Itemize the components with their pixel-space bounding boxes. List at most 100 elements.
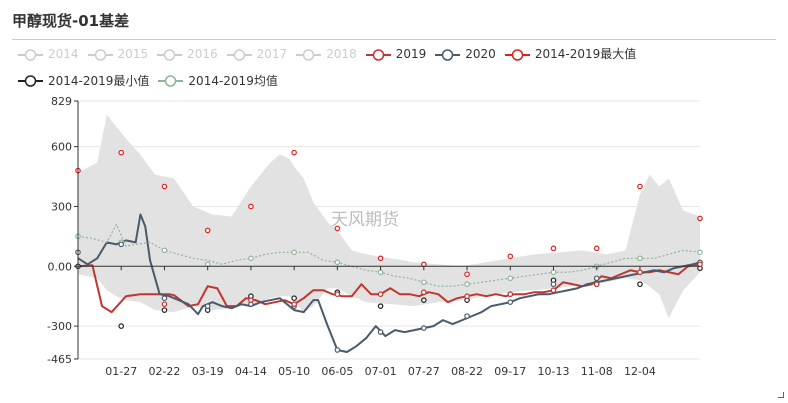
y-tick-label-4: -300 xyxy=(47,320,72,333)
marker-2-7 xyxy=(377,269,384,276)
marker-1-13 xyxy=(637,281,643,288)
legend-item-6[interactable]: 2020 xyxy=(435,43,496,66)
marker-0-10 xyxy=(507,253,514,260)
marker-4-7 xyxy=(507,291,514,298)
x-tick-label-4: 05-10 xyxy=(278,365,310,378)
series-line-1 xyxy=(77,213,701,354)
legend-symbol-icon xyxy=(18,48,43,61)
marker-4-3 xyxy=(334,291,341,298)
legend-symbol-icon xyxy=(504,48,530,61)
legend-item-0[interactable]: 2014 xyxy=(18,43,79,66)
marker-3-7 xyxy=(377,329,384,335)
marker-2-2 xyxy=(161,247,168,254)
marker-0-9 xyxy=(464,271,470,278)
marker-2-5 xyxy=(291,249,297,256)
legend-item-1[interactable]: 2015 xyxy=(87,43,149,66)
marker-2-4 xyxy=(248,255,254,262)
marker-3-6 xyxy=(334,347,341,353)
marker-0-1 xyxy=(118,149,125,156)
legend-symbol-icon xyxy=(435,48,461,61)
marker-4-9 xyxy=(593,281,600,288)
marker-0-14 xyxy=(697,215,703,222)
marker-3-12 xyxy=(593,275,600,282)
legend-symbol-icon xyxy=(87,48,113,61)
legend-label: 2017 xyxy=(256,47,288,61)
title-divider xyxy=(12,39,776,40)
legend-item-4[interactable]: 2018 xyxy=(296,43,357,66)
legend-item-3[interactable]: 2017 xyxy=(226,43,288,66)
marker-4-8 xyxy=(550,287,557,294)
legend-label: 2016 xyxy=(187,47,218,61)
marker-2-11 xyxy=(550,269,557,276)
marker-1-1 xyxy=(118,323,125,329)
legend-item-2[interactable]: 2016 xyxy=(157,43,218,66)
chart-legend: 2014 2015 2016 2017 2018 2019 2020 2014-2019最大值… xyxy=(18,43,783,96)
marker-4-1 xyxy=(248,297,254,303)
marker-2-13 xyxy=(637,255,643,262)
x-tick-label-12: 12-04 xyxy=(624,365,656,378)
legend-symbol-icon xyxy=(296,48,322,61)
legend-label: 2015 xyxy=(117,47,149,61)
legend-symbol-icon xyxy=(18,75,43,87)
x-tick-label-0: 01-27 xyxy=(105,365,137,378)
marker-3-11 xyxy=(550,281,557,288)
marker-0-6 xyxy=(334,225,341,232)
legend-symbol-icon xyxy=(157,48,183,61)
marker-2-8 xyxy=(421,279,427,286)
legend-item-5[interactable]: 2019 xyxy=(365,43,427,66)
legend-item-9[interactable]: 2014-2019均值 xyxy=(158,70,278,93)
y-tick-label-2: 300 xyxy=(51,200,72,213)
marker-4-2 xyxy=(291,301,297,307)
marker-1-8 xyxy=(421,297,427,303)
legend-symbol-icon xyxy=(226,48,252,61)
legend-label: 2014-2019最小值 xyxy=(48,73,150,88)
legend-label: 2014-2019均值 xyxy=(188,73,278,88)
marker-0-3 xyxy=(204,227,211,234)
marker-3-10 xyxy=(507,299,514,305)
legend-item-8[interactable]: 2014-2019最小值 xyxy=(18,70,149,93)
x-tick-label-8: 08-22 xyxy=(451,365,483,378)
legend-item-7[interactable]: 2014-2019最大值 xyxy=(504,43,636,66)
legend-label: 2014 xyxy=(48,47,79,61)
y-tick-label-1: 600 xyxy=(51,141,72,154)
chart-title: 甲醇现货-01基差 xyxy=(12,12,130,30)
x-tick-label-9: 09-17 xyxy=(494,365,526,378)
marker-3-1 xyxy=(118,241,125,248)
marker-3-2 xyxy=(161,295,168,301)
marker-3-9 xyxy=(464,313,470,319)
y-tick-label-5: -465 xyxy=(47,353,72,366)
marker-3-8 xyxy=(421,325,427,331)
marker-4-10 xyxy=(637,269,643,276)
marker-1-2 xyxy=(161,307,168,313)
legend-symbol-icon xyxy=(158,75,184,87)
marker-4-5 xyxy=(421,289,427,296)
x-tick-label-10: 10-13 xyxy=(538,365,570,378)
marker-0-7 xyxy=(377,255,384,262)
x-tick-label-11: 11-08 xyxy=(581,365,613,378)
marker-0-2 xyxy=(161,183,168,190)
range-band-area xyxy=(78,114,700,319)
y-tick-label-0: 829 xyxy=(51,95,72,108)
x-tick-label-6: 07-01 xyxy=(365,365,397,378)
marker-1-7 xyxy=(377,303,384,309)
legend-label: 2019 xyxy=(395,47,427,61)
marker-4-6 xyxy=(464,293,470,299)
resize-corner xyxy=(778,392,784,398)
y-tick-label-3: 0.00 xyxy=(48,260,73,273)
marker-2-14 xyxy=(697,249,703,256)
marker-1-5 xyxy=(291,295,297,301)
legend-symbol-icon xyxy=(365,48,391,61)
x-tick-label-5: 06-05 xyxy=(321,365,353,378)
marker-0-4 xyxy=(248,203,254,210)
x-tick-label-7: 07-27 xyxy=(408,365,440,378)
x-tick-label-3: 04-14 xyxy=(235,365,267,378)
marker-0-5 xyxy=(291,149,297,156)
marker-0-12 xyxy=(593,245,600,252)
marker-0-11 xyxy=(550,245,557,252)
legend-label: 2018 xyxy=(326,47,357,61)
marker-2-10 xyxy=(507,275,514,282)
marker-4-0 xyxy=(161,301,168,307)
marker-2-6 xyxy=(334,259,341,266)
legend-label: 2020 xyxy=(465,47,496,61)
